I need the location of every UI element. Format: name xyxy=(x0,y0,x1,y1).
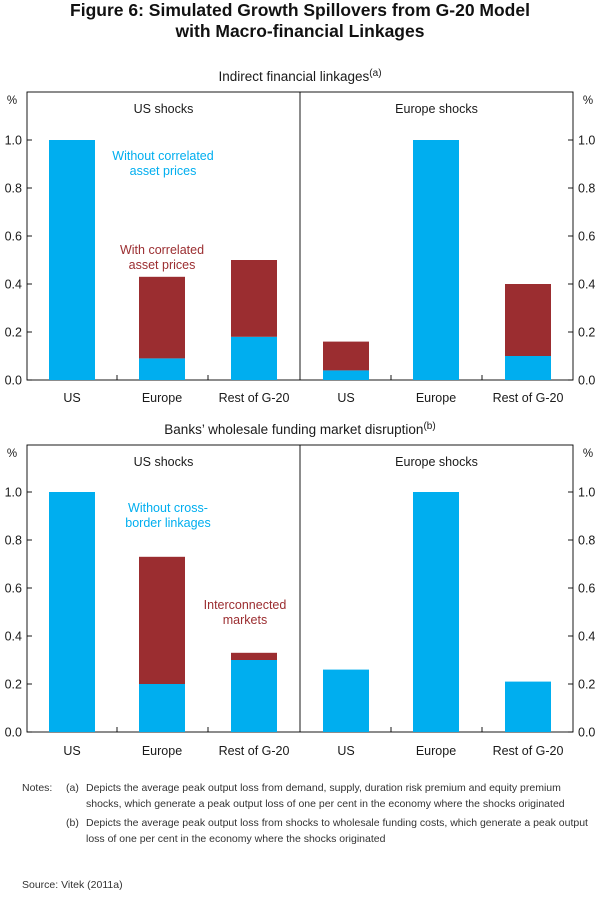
y-unit-right: % xyxy=(583,95,593,107)
annotation-label: Without cross- xyxy=(128,501,208,515)
bar-base xyxy=(323,669,369,732)
annotation-label: asset prices xyxy=(130,164,197,178)
bar-base xyxy=(505,681,551,732)
annotation-label: asset prices xyxy=(129,258,196,272)
y-unit-right: % xyxy=(583,448,593,460)
note-b-text: Depicts the average peak output loss fro… xyxy=(86,816,588,846)
x-tick-label: US xyxy=(337,391,354,405)
y-tick-label-right: 0.0 xyxy=(578,726,595,740)
chart-1: Indirect financial linkages(a)% % 0.0 0.0 0.… xyxy=(5,68,596,405)
bar-base xyxy=(139,358,185,380)
x-tick-label: US xyxy=(337,744,354,758)
y-tick-label-right: 0.4 xyxy=(578,278,595,292)
x-tick-label: Europe xyxy=(416,744,456,758)
note-a-text: Depicts the average peak output loss fro… xyxy=(86,782,565,811)
y-tick-label-left: 0.6 xyxy=(5,230,22,244)
x-tick-label: Europe xyxy=(142,744,182,758)
y-tick-label-left: 1.0 xyxy=(5,486,22,500)
notes-label: Notes: xyxy=(22,782,53,794)
chart-area: Indirect financial linkages(a)% % 0.0 0.0 0.… xyxy=(5,68,596,758)
y-unit-left: % xyxy=(7,448,17,460)
y-tick-label-left: 0.2 xyxy=(5,326,22,340)
bar-base xyxy=(413,140,459,380)
y-tick-label-right: 0.8 xyxy=(578,534,595,548)
y-tick-label-right: 0.0 xyxy=(578,374,595,388)
x-tick-label: US xyxy=(63,744,80,758)
x-tick-label: Rest of G-20 xyxy=(219,744,290,758)
y-tick-label-right: 0.8 xyxy=(578,182,595,196)
figure-title-line-1: Figure 6: Simulated Growth Spillovers fr… xyxy=(70,0,530,20)
annotation-label: markets xyxy=(223,613,267,627)
bar-base xyxy=(323,370,369,380)
x-tick-label: Europe xyxy=(416,391,456,405)
note-a: Notes: (a) Depicts the average peak outp… xyxy=(22,780,592,813)
chart-title-text: Banks’ wholesale funding market disrupti… xyxy=(164,422,423,437)
chart-2-title: Banks’ wholesale funding market disrupti… xyxy=(164,421,435,437)
chart-title-text: Indirect financial linkages xyxy=(218,69,369,84)
y-tick-label-left: 0.4 xyxy=(5,630,22,644)
y-tick-label-right: 0.2 xyxy=(578,678,595,692)
panel-label: US shocks xyxy=(134,455,194,469)
y-tick-label-left: 0.2 xyxy=(5,678,22,692)
y-tick-label-left: 0.0 xyxy=(5,726,22,740)
x-tick-label: Rest of G-20 xyxy=(219,391,290,405)
panel-label: Europe shocks xyxy=(395,102,478,116)
note-a-tag: (a) xyxy=(66,782,79,794)
note-b: (b) Depicts the average peak output loss… xyxy=(22,815,592,848)
bar-base xyxy=(231,336,277,380)
panel-label: US shocks xyxy=(134,102,194,116)
chart-2: Banks’ wholesale funding market disrupti… xyxy=(5,421,596,758)
bar-increment xyxy=(231,652,277,660)
bar-base xyxy=(231,660,277,732)
y-tick-label-right: 1.0 xyxy=(578,134,595,148)
notes: Notes: (a) Depicts the average peak outp… xyxy=(22,780,592,848)
annotation-label: border linkages xyxy=(125,516,210,530)
y-tick-label-right: 0.6 xyxy=(578,230,595,244)
bar-base xyxy=(413,492,459,732)
bar-increment xyxy=(323,341,369,371)
y-tick-label-left: 0.0 xyxy=(5,374,22,388)
y-unit-left: % xyxy=(7,95,17,107)
bar-increment xyxy=(139,276,185,359)
bar-increment xyxy=(505,284,551,356)
bar-base xyxy=(505,356,551,380)
y-tick-label-right: 1.0 xyxy=(578,486,595,500)
y-tick-label-right: 0.4 xyxy=(578,630,595,644)
panel-label: Europe shocks xyxy=(395,455,478,469)
x-tick-label: US xyxy=(63,391,80,405)
bar-increment xyxy=(231,260,277,337)
figure-title: Figure 6: Simulated Growth Spillovers fr… xyxy=(0,0,600,42)
x-tick-label: Rest of G-20 xyxy=(493,391,564,405)
annotation-label: With correlated xyxy=(120,243,204,257)
bar-base xyxy=(49,140,95,380)
y-tick-label-left: 0.8 xyxy=(5,534,22,548)
y-tick-label-left: 0.6 xyxy=(5,582,22,596)
annotation-label: Without correlated xyxy=(112,149,213,163)
chart-title-superscript: (a) xyxy=(369,68,381,79)
note-b-tag: (b) xyxy=(66,816,79,829)
bar-base xyxy=(49,492,95,732)
x-tick-label: Rest of G-20 xyxy=(493,744,564,758)
chart-1-title: Indirect financial linkages(a) xyxy=(218,68,381,84)
x-tick-label: Europe xyxy=(142,391,182,405)
bar-base xyxy=(139,684,185,732)
y-tick-label-left: 0.8 xyxy=(5,182,22,196)
source: Source: Vitek (2011a) xyxy=(22,879,123,891)
y-tick-label-left: 0.4 xyxy=(5,278,22,292)
figure-title-line-2: with Macro-financial Linkages xyxy=(175,21,425,41)
y-tick-label-right: 0.2 xyxy=(578,326,595,340)
y-tick-label-right: 0.6 xyxy=(578,582,595,596)
chart-title-superscript: (b) xyxy=(423,421,435,432)
annotation-label: Interconnected xyxy=(204,598,287,612)
bar-increment xyxy=(139,556,185,684)
y-tick-label-left: 1.0 xyxy=(5,134,22,148)
